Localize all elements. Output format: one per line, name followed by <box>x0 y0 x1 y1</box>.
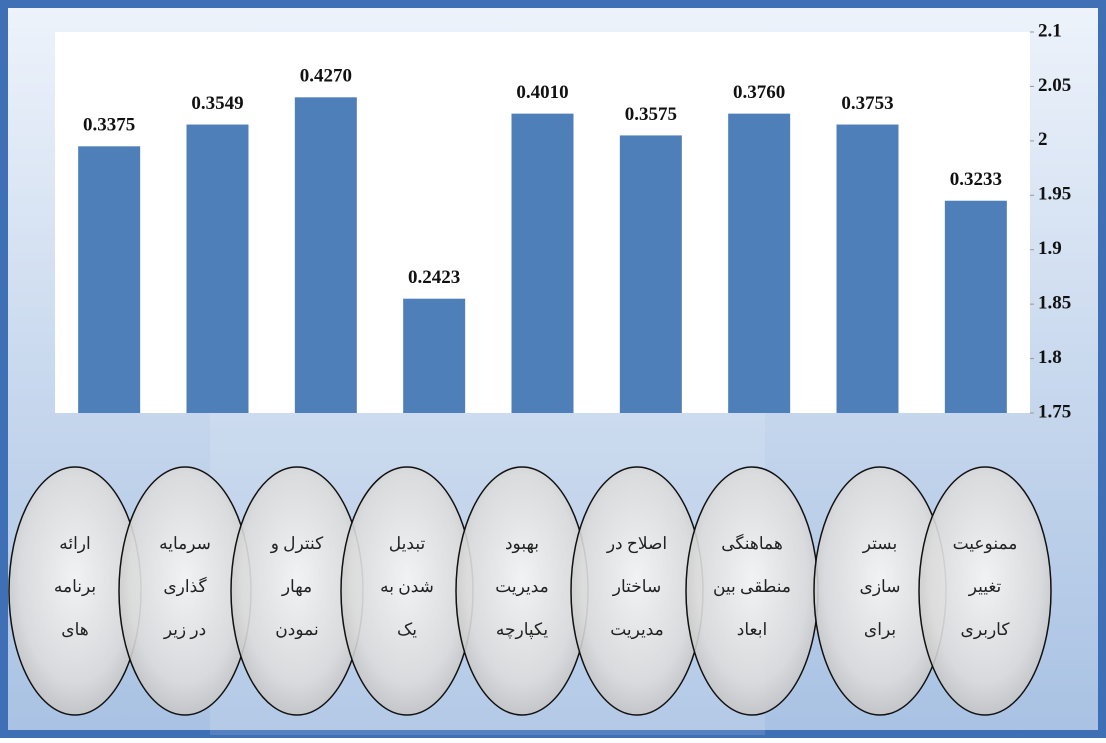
value-label: 0.2423 <box>408 267 460 288</box>
y-tick-label: 1.85 <box>1038 293 1071 314</box>
x-tick-label: مدیریت <box>610 620 664 640</box>
x-tick-label: نمودن <box>275 620 318 640</box>
x-tick-label: یکپارچه <box>496 620 549 640</box>
bar <box>78 146 140 413</box>
x-tick-label: منطقی بین <box>713 577 791 597</box>
x-tick-label: کاربری <box>961 620 1011 640</box>
x-tick-label: تبدیل <box>389 534 426 553</box>
x-tick-label: در زیر <box>163 620 206 640</box>
x-tick-label: ساختار <box>612 577 661 597</box>
value-label: 0.3753 <box>841 93 893 114</box>
value-label: 0.3760 <box>733 82 785 103</box>
x-tick-label: برنامه <box>54 577 96 597</box>
bar <box>403 299 465 413</box>
value-label: 0.3549 <box>191 93 243 114</box>
x-tick-label: های <box>61 620 88 639</box>
x-tick-label: مدیریت <box>495 577 549 597</box>
x-tick-label: ارائه <box>59 534 91 554</box>
y-tick-label: 2.05 <box>1038 75 1071 96</box>
bar <box>512 114 574 413</box>
x-tick-label: مهار <box>281 577 312 597</box>
bar <box>620 135 682 413</box>
x-tick-label: سرمایه <box>159 534 211 554</box>
y-tick-label: 1.9 <box>1038 238 1062 259</box>
y-tick-label: 1.8 <box>1038 347 1062 368</box>
bar <box>295 97 357 413</box>
x-tick-label: شدن به <box>380 577 434 596</box>
x-tick-label: بستر <box>862 534 897 554</box>
x-tick-label: ابعاد <box>737 620 767 639</box>
x-tick-label: تغییر <box>968 577 1002 597</box>
y-tick-label: 2.1 <box>1038 20 1062 41</box>
chart: 1.75 1.8 1.85 1.9 1.95 2 2.05 2.1 0.3375 0.3549 0.… <box>0 0 1106 738</box>
bar <box>187 125 249 413</box>
bar <box>837 125 899 413</box>
x-tick-label: گذاری <box>163 576 207 597</box>
value-label: 0.3575 <box>625 104 677 125</box>
bar <box>945 201 1007 413</box>
bar <box>728 114 790 413</box>
value-label: 0.4010 <box>516 82 568 103</box>
y-tick-label: 1.75 <box>1038 401 1071 422</box>
x-tick-label: اصلاح در <box>606 534 667 554</box>
y-tick-label: 1.95 <box>1038 184 1071 205</box>
value-label: 0.3375 <box>83 115 135 136</box>
value-label: 0.3233 <box>950 169 1002 190</box>
x-tick-label: هماهنگی <box>721 533 783 553</box>
value-label: 0.4270 <box>300 66 352 87</box>
x-tick-label: ممنوعیت <box>953 534 1018 554</box>
x-tick-label: کنترل و <box>270 534 324 554</box>
y-tick-label: 2 <box>1038 129 1048 150</box>
x-tick-label: برای <box>864 620 896 640</box>
x-tick-label: سازی <box>860 577 901 597</box>
x-tick-label: یک <box>397 620 417 639</box>
x-tick-label: بهبود <box>505 534 539 554</box>
